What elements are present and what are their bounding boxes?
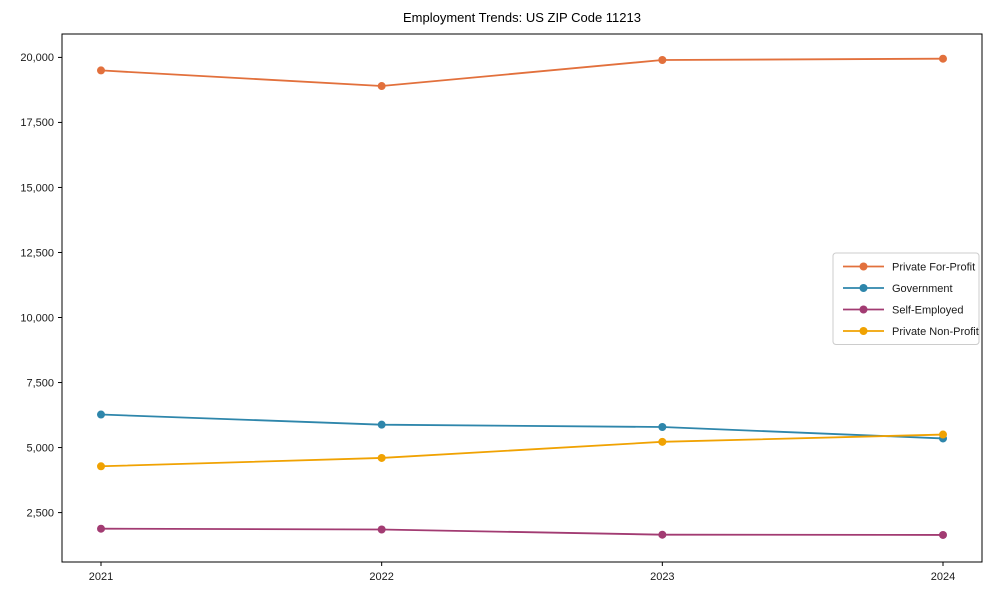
legend-label: Self-Employed bbox=[892, 304, 964, 316]
legend-item-government: Government bbox=[843, 283, 953, 295]
y-tick-label: 17,500 bbox=[20, 117, 54, 129]
data-point-government-2022 bbox=[377, 420, 386, 429]
x-tick-label: 2023 bbox=[650, 571, 674, 583]
y-tick-label: 10,000 bbox=[20, 312, 54, 324]
data-point-private-non-profit-2024 bbox=[939, 430, 947, 439]
chart-title: Employment Trends: US ZIP Code 11213 bbox=[403, 10, 641, 25]
data-point-private-for-profit-2024 bbox=[939, 54, 947, 63]
legend-marker bbox=[859, 305, 868, 314]
data-point-government-2023 bbox=[658, 423, 667, 432]
series-line-private-for-profit bbox=[100, 57, 944, 87]
data-point-self-employed-2021 bbox=[97, 524, 105, 533]
data-point-self-employed-2024 bbox=[939, 530, 947, 539]
series-line-self-employed bbox=[100, 527, 944, 536]
data-point-self-employed-2022 bbox=[377, 525, 386, 534]
data-point-private-for-profit-2021 bbox=[97, 66, 105, 75]
data-point-private-for-profit-2023 bbox=[658, 56, 667, 65]
y-tick-label: 7,500 bbox=[26, 377, 54, 389]
x-tick-label: 2021 bbox=[89, 571, 113, 583]
legend-marker bbox=[859, 327, 868, 335]
series-line-private-non-profit bbox=[100, 433, 944, 468]
x-tick-label: 2024 bbox=[931, 571, 955, 583]
data-point-government-2021 bbox=[97, 410, 105, 419]
y-tick-label: 20,000 bbox=[20, 52, 54, 64]
data-point-private-non-profit-2022 bbox=[377, 453, 386, 462]
legend-marker bbox=[859, 284, 868, 292]
legend-item-private-non-profit: Private Non-Profit bbox=[843, 326, 979, 338]
y-tick-label: 15,000 bbox=[20, 182, 54, 194]
legend-item-self-employed: Self-Employed bbox=[843, 304, 964, 316]
y-tick-label: 12,500 bbox=[20, 247, 54, 259]
series-line-government bbox=[100, 413, 944, 440]
x-axis: 2021 2022 2023 2024 bbox=[89, 562, 955, 583]
legend-box bbox=[832, 252, 980, 345]
legend-label: Private For-Profit bbox=[892, 261, 975, 273]
legend-label: Private Non-Profit bbox=[892, 326, 979, 338]
legend-marker bbox=[859, 262, 868, 271]
plot-border bbox=[61, 33, 983, 563]
data-point-private-for-profit-2022 bbox=[377, 82, 386, 91]
data-point-self-employed-2023 bbox=[658, 530, 667, 539]
legend: Private For-Profit Government Self-Employe… bbox=[832, 252, 980, 345]
data-point-private-non-profit-2023 bbox=[658, 437, 667, 446]
data-point-private-non-profit-2021 bbox=[97, 462, 105, 471]
legend-item-private-for-profit: Private For-Profit bbox=[843, 261, 975, 273]
x-tick-label: 2022 bbox=[369, 571, 393, 583]
y-tick-label: 2,500 bbox=[26, 507, 54, 519]
legend-label: Government bbox=[892, 283, 953, 295]
y-tick-label: 5,000 bbox=[26, 442, 54, 454]
y-axis: 2,500 5,000 7,500 10,000 12,500 15,000 17,500 2… bbox=[20, 52, 62, 519]
